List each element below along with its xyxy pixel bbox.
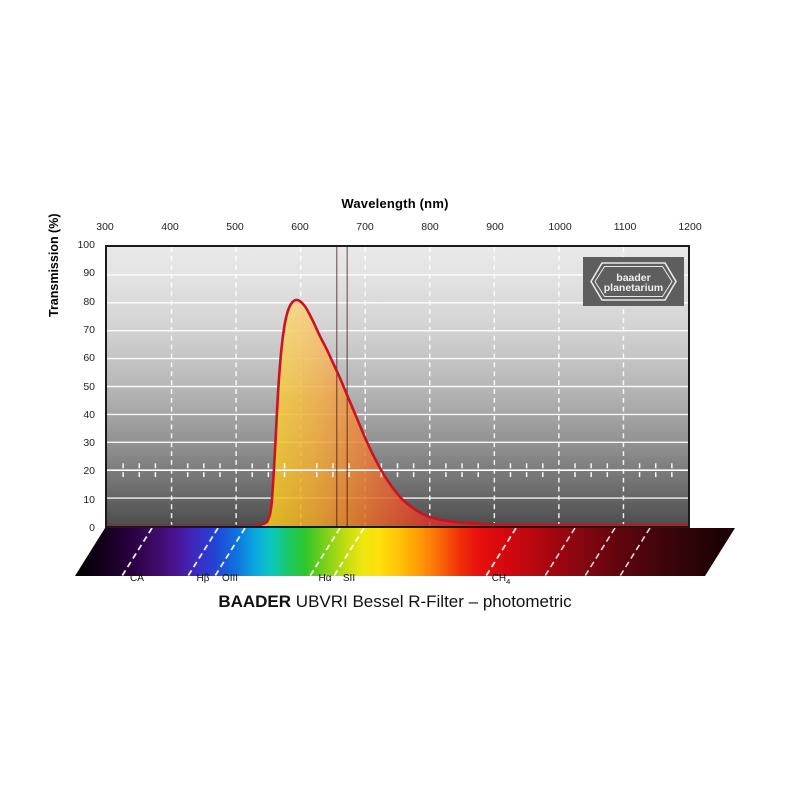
x-tick-label: 600 — [291, 221, 309, 233]
y-tick-label: 0 — [89, 522, 95, 534]
y-axis-tick-labels: 100 90 80 70 60 50 40 30 20 10 0 — [63, 0, 95, 790]
baader-planetarium-logo: baader planetarium — [583, 257, 684, 306]
x-axis-title: Wavelength (nm) — [341, 196, 449, 211]
y-tick-label: 100 — [77, 239, 95, 251]
spectral-line-label-sii: SII — [342, 573, 356, 584]
logo-line2: planetarium — [604, 282, 664, 294]
x-tick-label: 1000 — [548, 221, 572, 233]
spectrum-gradient — [75, 528, 735, 576]
caption-rest: UBVRI Bessel R-Filter – photometric — [291, 592, 572, 611]
spectral-line-label-hα: Hα — [318, 573, 332, 584]
y-tick-label: 40 — [83, 408, 95, 421]
y-tick-label: 90 — [83, 267, 95, 280]
logo-line1: baader — [616, 272, 650, 284]
x-tick-label: 1100 — [613, 221, 637, 233]
y-tick-label: 70 — [83, 323, 95, 336]
spectral-line-label-hβ: Hβ — [196, 573, 210, 584]
x-tick-label: 800 — [421, 221, 439, 233]
y-tick-label: 10 — [83, 493, 95, 506]
x-tick-label: 700 — [356, 221, 374, 233]
spectrum-band-canvas — [75, 528, 735, 576]
x-tick-label: 400 — [161, 221, 179, 233]
y-tick-label: 60 — [83, 352, 95, 365]
spectrum-band — [75, 528, 735, 576]
transmission-curve — [107, 298, 688, 526]
spectral-line-label-ch4: CH4 — [491, 573, 511, 586]
spectral-line-label-oiii: OIII — [221, 573, 239, 584]
logo-hexagon-icon: baader planetarium — [590, 262, 677, 301]
x-tick-label: 900 — [486, 221, 504, 233]
chart-caption: BAADER UBVRI Bessel R-Filter – photometr… — [0, 592, 790, 612]
spectral-line-label-ca: CA — [130, 573, 144, 584]
x-tick-label: 500 — [226, 221, 244, 233]
y-tick-label: 30 — [83, 437, 95, 450]
x-tick-label: 300 — [96, 221, 114, 233]
y-tick-label: 50 — [83, 380, 95, 393]
y-tick-label: 20 — [83, 465, 95, 478]
caption-brand: BAADER — [218, 592, 292, 611]
y-axis-title: Transmission (%) — [47, 213, 61, 318]
y-tick-label: 80 — [83, 295, 95, 308]
x-tick-label: 1200 — [678, 221, 702, 233]
